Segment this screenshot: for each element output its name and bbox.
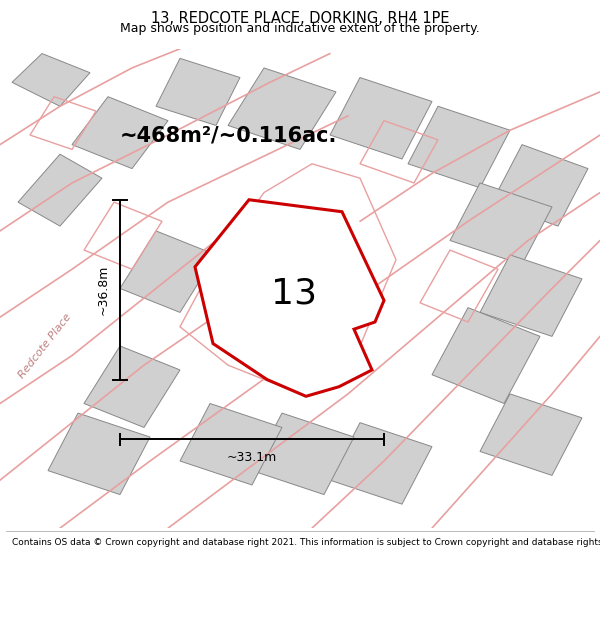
- Text: 13, REDCOTE PLACE, DORKING, RH4 1PE: 13, REDCOTE PLACE, DORKING, RH4 1PE: [151, 11, 449, 26]
- Polygon shape: [72, 97, 168, 169]
- Polygon shape: [432, 308, 540, 404]
- Text: 13: 13: [271, 276, 317, 310]
- Polygon shape: [180, 404, 282, 485]
- Polygon shape: [480, 255, 582, 336]
- Text: ~33.1m: ~33.1m: [227, 451, 277, 464]
- Polygon shape: [492, 144, 588, 226]
- Polygon shape: [48, 413, 150, 494]
- Polygon shape: [330, 78, 432, 159]
- Polygon shape: [18, 154, 102, 226]
- Polygon shape: [450, 183, 552, 264]
- Polygon shape: [195, 200, 384, 396]
- Polygon shape: [408, 106, 510, 188]
- Polygon shape: [12, 54, 90, 106]
- Polygon shape: [480, 394, 582, 476]
- Polygon shape: [84, 346, 180, 428]
- Polygon shape: [330, 422, 432, 504]
- Text: ~36.8m: ~36.8m: [96, 264, 109, 315]
- Text: Contains OS data © Crown copyright and database right 2021. This information is : Contains OS data © Crown copyright and d…: [12, 538, 600, 547]
- Text: ~468m²/~0.116ac.: ~468m²/~0.116ac.: [119, 125, 337, 145]
- Text: Map shows position and indicative extent of the property.: Map shows position and indicative extent…: [120, 22, 480, 35]
- Polygon shape: [156, 58, 240, 126]
- Text: Redcote Place: Redcote Place: [17, 312, 73, 380]
- Polygon shape: [228, 68, 336, 149]
- Polygon shape: [252, 413, 354, 494]
- Polygon shape: [120, 231, 216, 312]
